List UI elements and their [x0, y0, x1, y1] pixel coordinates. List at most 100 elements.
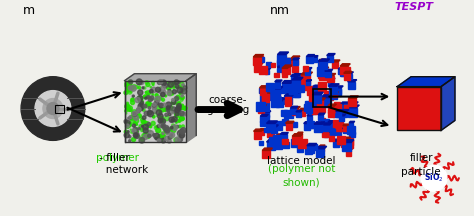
Circle shape	[166, 108, 170, 112]
Circle shape	[168, 136, 172, 139]
Bar	[282, 83, 291, 92]
Bar	[344, 73, 350, 79]
Bar	[282, 68, 287, 74]
Circle shape	[162, 121, 164, 122]
Bar	[292, 60, 298, 65]
Circle shape	[124, 133, 129, 138]
Circle shape	[125, 120, 130, 125]
Bar	[292, 89, 301, 97]
Circle shape	[126, 121, 128, 123]
Circle shape	[140, 101, 142, 103]
Bar	[261, 102, 269, 111]
Bar	[292, 80, 301, 88]
Circle shape	[136, 79, 142, 85]
Circle shape	[143, 128, 148, 133]
Circle shape	[139, 124, 144, 129]
Circle shape	[165, 113, 168, 116]
Bar	[277, 55, 286, 63]
Circle shape	[149, 125, 152, 128]
Bar	[320, 60, 324, 65]
Bar	[264, 112, 269, 117]
Circle shape	[151, 121, 155, 125]
Bar	[266, 83, 273, 91]
Circle shape	[178, 119, 181, 122]
Polygon shape	[312, 104, 322, 106]
Circle shape	[172, 117, 177, 122]
Bar	[278, 86, 285, 93]
Polygon shape	[258, 105, 266, 107]
Bar	[297, 146, 303, 152]
Circle shape	[133, 128, 138, 133]
Circle shape	[128, 81, 130, 83]
Bar	[341, 67, 350, 76]
Bar	[304, 104, 311, 111]
Circle shape	[171, 101, 175, 105]
Circle shape	[171, 112, 173, 114]
Bar	[306, 81, 310, 85]
Bar	[321, 98, 330, 106]
Circle shape	[143, 95, 147, 98]
Circle shape	[175, 84, 179, 88]
Bar	[349, 123, 354, 127]
Bar	[313, 89, 330, 106]
Bar	[291, 139, 299, 147]
Polygon shape	[274, 122, 280, 124]
Circle shape	[157, 113, 163, 119]
Polygon shape	[337, 137, 344, 139]
Bar	[266, 142, 274, 150]
Bar	[348, 98, 356, 106]
Bar	[333, 93, 337, 97]
Circle shape	[182, 112, 186, 116]
Circle shape	[161, 140, 163, 141]
Bar	[276, 101, 283, 108]
Polygon shape	[283, 65, 292, 67]
Bar	[349, 132, 355, 137]
Bar	[284, 96, 292, 104]
Circle shape	[161, 86, 165, 91]
Polygon shape	[343, 124, 349, 126]
Circle shape	[171, 126, 173, 129]
Circle shape	[141, 129, 144, 132]
Polygon shape	[320, 59, 329, 61]
Circle shape	[177, 102, 181, 106]
Circle shape	[160, 119, 165, 124]
Circle shape	[178, 102, 181, 105]
Bar	[329, 136, 334, 141]
Circle shape	[159, 90, 161, 92]
Polygon shape	[285, 121, 294, 123]
Circle shape	[181, 95, 183, 97]
Circle shape	[169, 106, 173, 110]
Polygon shape	[327, 54, 335, 56]
Bar	[267, 92, 275, 100]
Bar	[266, 124, 275, 132]
Circle shape	[164, 130, 166, 132]
Bar	[292, 122, 297, 127]
Circle shape	[176, 106, 181, 111]
Polygon shape	[329, 86, 336, 88]
Polygon shape	[340, 138, 346, 140]
Bar	[307, 56, 313, 63]
Bar	[55, 105, 64, 113]
Polygon shape	[348, 102, 358, 104]
Circle shape	[141, 137, 144, 141]
Circle shape	[159, 123, 163, 128]
Bar	[271, 98, 279, 107]
Circle shape	[21, 77, 85, 140]
Polygon shape	[324, 128, 331, 130]
Circle shape	[155, 87, 161, 92]
Bar	[312, 95, 321, 103]
Bar	[337, 139, 343, 144]
Circle shape	[164, 107, 165, 108]
Polygon shape	[292, 106, 301, 109]
Bar	[336, 103, 341, 109]
Polygon shape	[321, 95, 333, 98]
Circle shape	[172, 111, 173, 112]
Polygon shape	[260, 86, 268, 88]
Circle shape	[175, 107, 181, 113]
Bar	[285, 97, 292, 103]
Bar	[296, 112, 301, 117]
Bar	[258, 89, 263, 92]
Bar	[327, 123, 334, 130]
Circle shape	[144, 132, 148, 137]
Bar	[285, 100, 291, 106]
